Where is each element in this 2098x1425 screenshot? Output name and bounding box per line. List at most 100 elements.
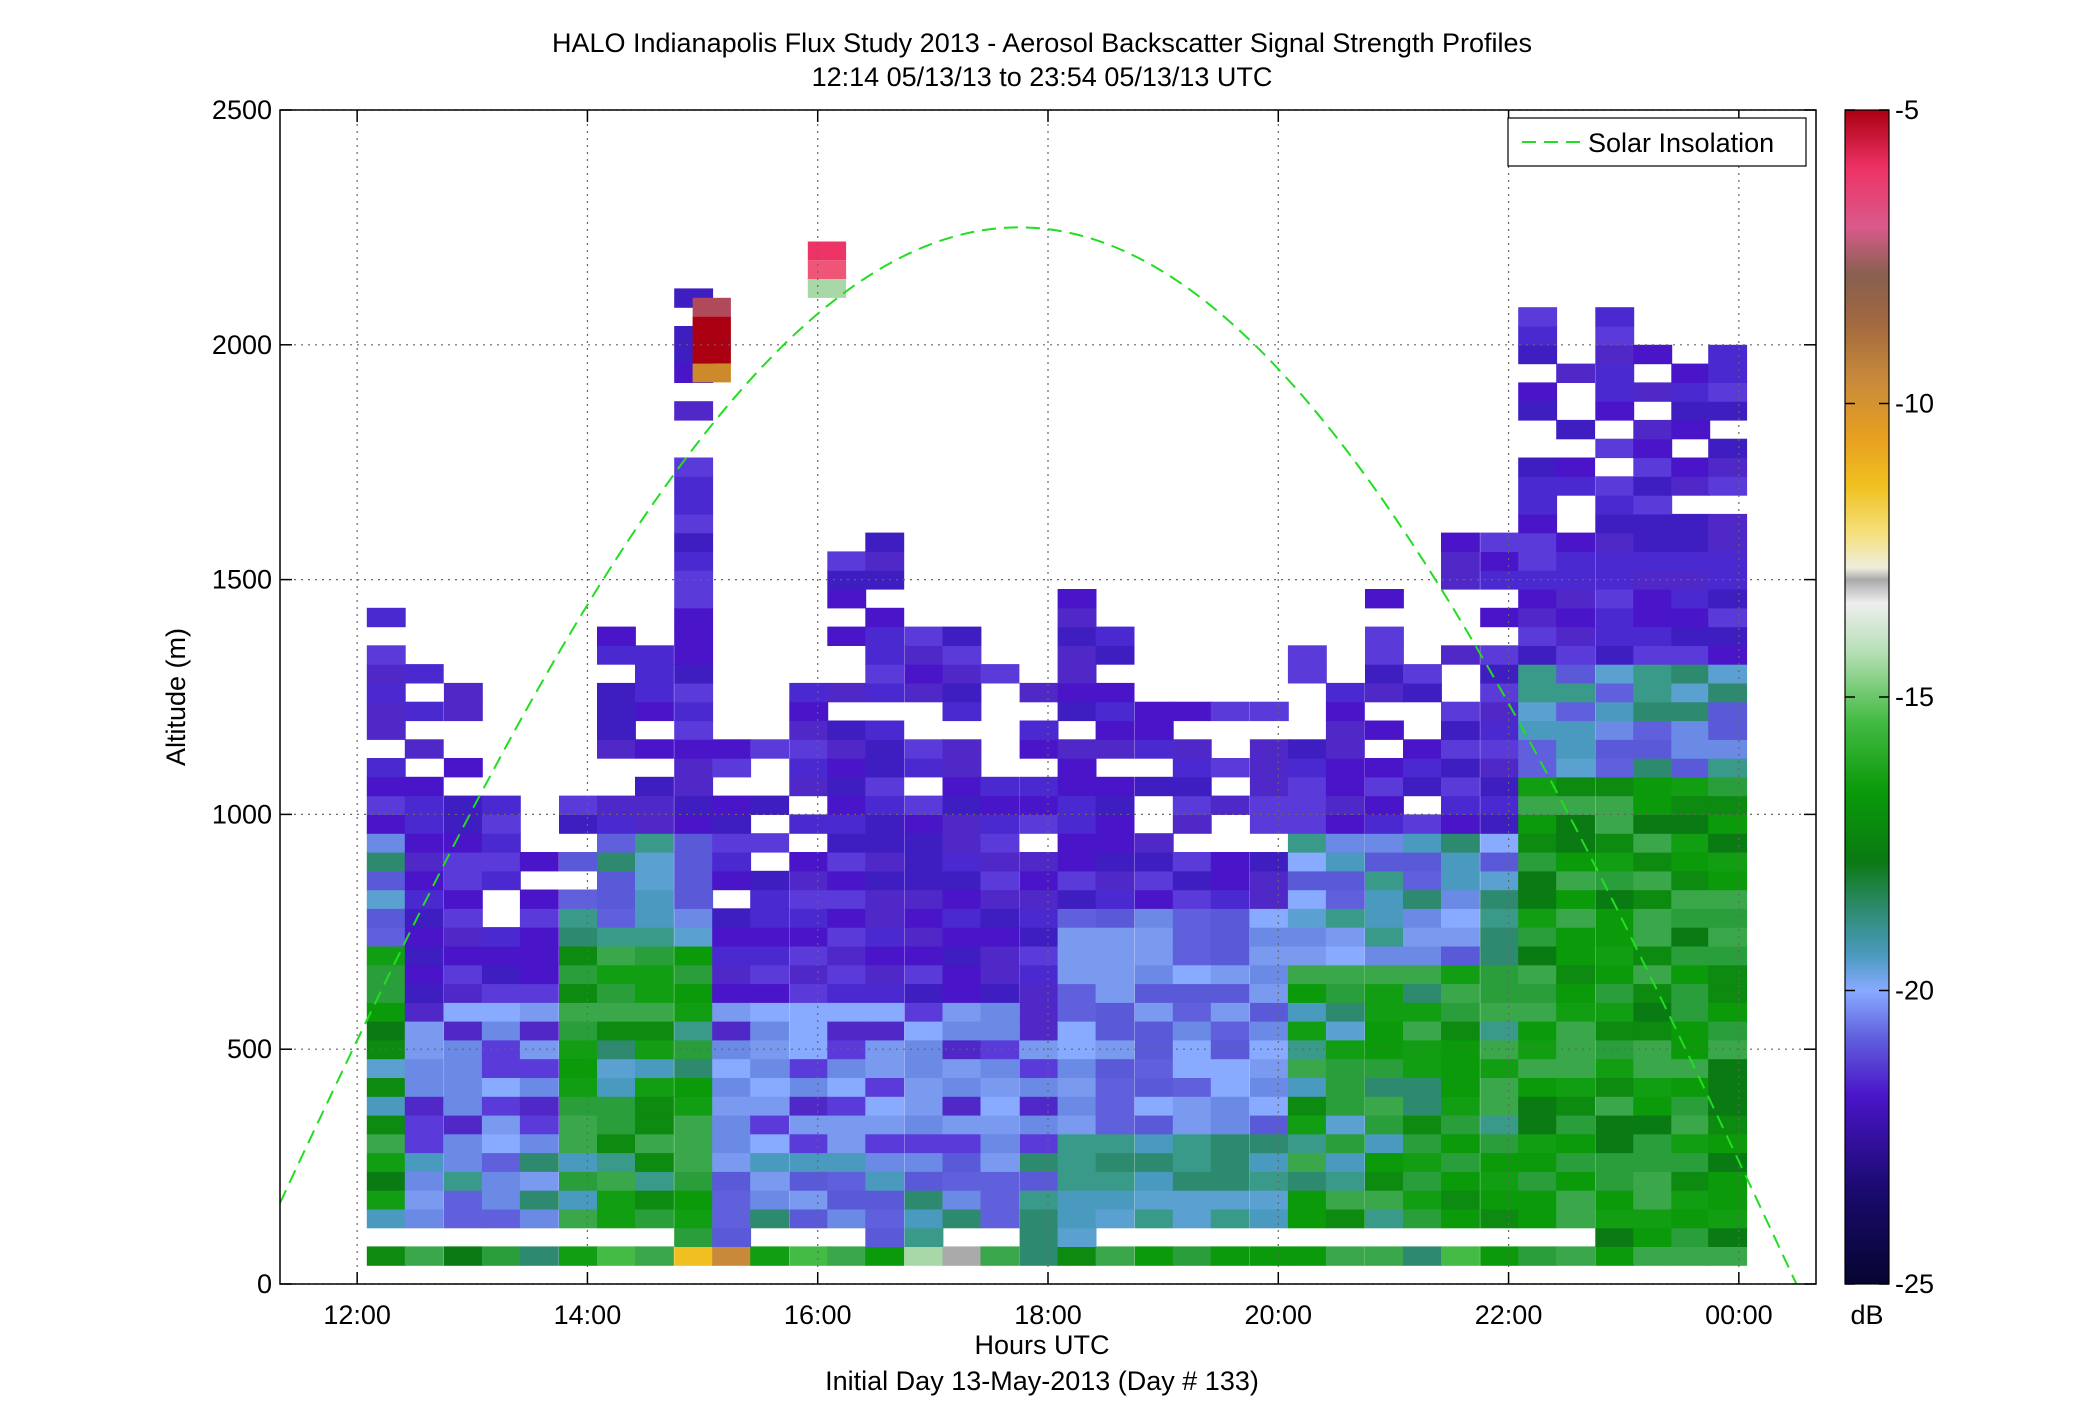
heatmap-cell xyxy=(1595,532,1635,552)
heatmap-cell xyxy=(1095,1096,1135,1116)
heatmap-cell xyxy=(366,1190,406,1210)
heatmap-cell xyxy=(443,1114,483,1135)
heatmap-cell xyxy=(1595,889,1635,909)
heatmap-cell xyxy=(1556,1058,1596,1078)
heatmap-cell xyxy=(1708,626,1748,646)
heatmap-cell xyxy=(1172,1021,1212,1041)
heatmap-cell xyxy=(1441,1152,1480,1172)
heatmap-cell xyxy=(674,645,714,665)
heatmap-cell xyxy=(942,1190,982,1210)
heatmap-cell xyxy=(1210,1133,1250,1154)
heatmap-cell xyxy=(1057,1227,1097,1247)
heatmap-cell xyxy=(1019,964,1059,985)
heatmap-cell xyxy=(1671,833,1711,853)
heatmap-cell xyxy=(1556,1096,1596,1116)
heatmap-cell xyxy=(1365,889,1404,909)
heatmap-cell xyxy=(1365,1208,1404,1229)
heatmap-cell xyxy=(942,852,982,872)
heatmap-cell xyxy=(1134,776,1174,797)
heatmap-cell xyxy=(750,908,790,928)
heatmap-cell xyxy=(865,795,905,815)
heatmap-cell xyxy=(980,1058,1020,1078)
heatmap-cell xyxy=(712,814,752,834)
heatmap-cell xyxy=(443,795,483,815)
heatmap-cell xyxy=(1671,551,1711,571)
heatmap-cell xyxy=(1325,1190,1365,1210)
heatmap-cell xyxy=(1708,1077,1748,1097)
heatmap-cell xyxy=(1708,532,1748,552)
heatmap-cell xyxy=(942,1171,982,1191)
heatmap-cell xyxy=(1057,1002,1097,1022)
heatmap-cell xyxy=(789,1002,829,1022)
heatmap-cell xyxy=(1210,927,1250,947)
heatmap-cell xyxy=(712,1152,752,1172)
heatmap-cell xyxy=(443,701,483,722)
heatmap-cell xyxy=(1556,607,1596,628)
heatmap-cell xyxy=(750,1133,790,1154)
heatmap-cell xyxy=(1210,852,1250,872)
heatmap-cell xyxy=(1595,401,1635,421)
heatmap-cell xyxy=(1633,513,1673,534)
heatmap-cell xyxy=(481,1039,521,1060)
heatmap-cell xyxy=(1249,870,1289,891)
heatmap-cell xyxy=(1019,1208,1059,1229)
heatmap-cell xyxy=(904,626,944,646)
heatmap-cell xyxy=(1365,1002,1404,1022)
heatmap-cell xyxy=(712,870,752,891)
heatmap-cell xyxy=(1671,870,1711,891)
heatmap-cell xyxy=(481,945,521,966)
heatmap-cell xyxy=(1441,852,1480,872)
heatmap-cell xyxy=(942,1077,982,1097)
heatmap-cell xyxy=(1365,1021,1404,1041)
heatmap-cell xyxy=(1095,776,1135,797)
heatmap-cell xyxy=(404,1058,444,1078)
heatmap-cell xyxy=(980,852,1020,872)
heatmap-cell xyxy=(1595,1039,1635,1060)
heatmap-cell xyxy=(1095,1152,1135,1172)
heatmap-cell xyxy=(1019,1152,1059,1172)
heatmap-cell xyxy=(674,833,714,853)
heatmap-cell xyxy=(827,795,867,815)
heatmap-cell xyxy=(481,1208,521,1229)
heatmap-cell xyxy=(942,1246,982,1266)
heatmap-cell xyxy=(1057,945,1097,966)
heatmap-cell xyxy=(1095,795,1135,815)
heatmap-cell xyxy=(1671,626,1711,646)
heatmap-cell xyxy=(1172,889,1212,909)
heatmap-cell xyxy=(1708,607,1748,628)
heatmap-cell xyxy=(1708,513,1748,534)
heatmap-cell xyxy=(1708,739,1748,759)
heatmap-cell xyxy=(1518,1246,1558,1266)
heatmap-cell xyxy=(904,1002,944,1022)
heatmap-cell xyxy=(1325,1246,1365,1266)
heatmap-cell xyxy=(1095,927,1135,947)
heatmap-cell xyxy=(1134,964,1174,985)
heatmap-cell xyxy=(1325,1058,1365,1078)
heatmap-cell xyxy=(1172,1058,1212,1078)
heatmap-cell xyxy=(674,927,714,947)
heatmap-cell xyxy=(1365,1152,1404,1172)
heatmap-cell xyxy=(1671,1133,1711,1154)
heatmap-cell xyxy=(1556,739,1596,759)
heatmap-cell xyxy=(1403,1021,1442,1041)
heatmap-cell xyxy=(1365,1171,1404,1191)
heatmap-cell xyxy=(904,908,944,928)
heatmap-cell xyxy=(1365,1077,1404,1097)
heatmap-cell xyxy=(1518,1114,1558,1135)
heatmap-cell xyxy=(904,758,944,778)
heatmap-cell xyxy=(1671,457,1711,477)
heatmap-cell xyxy=(1019,1058,1059,1078)
heatmap-cell xyxy=(1057,852,1097,872)
heatmap-cell xyxy=(443,852,483,872)
heatmap-cell xyxy=(1595,1227,1635,1247)
heatmap-cell xyxy=(865,927,905,947)
heatmap-cell xyxy=(904,1208,944,1229)
heatmap-cell xyxy=(1708,945,1748,966)
heatmap-cell xyxy=(1671,1208,1711,1229)
heatmap-cell xyxy=(635,1002,674,1022)
heatmap-cell xyxy=(635,1077,674,1097)
heatmap-cell xyxy=(904,833,944,853)
heatmap-cell xyxy=(1095,1114,1135,1135)
heatmap-cell xyxy=(789,945,829,966)
heatmap-cell xyxy=(1556,945,1596,966)
